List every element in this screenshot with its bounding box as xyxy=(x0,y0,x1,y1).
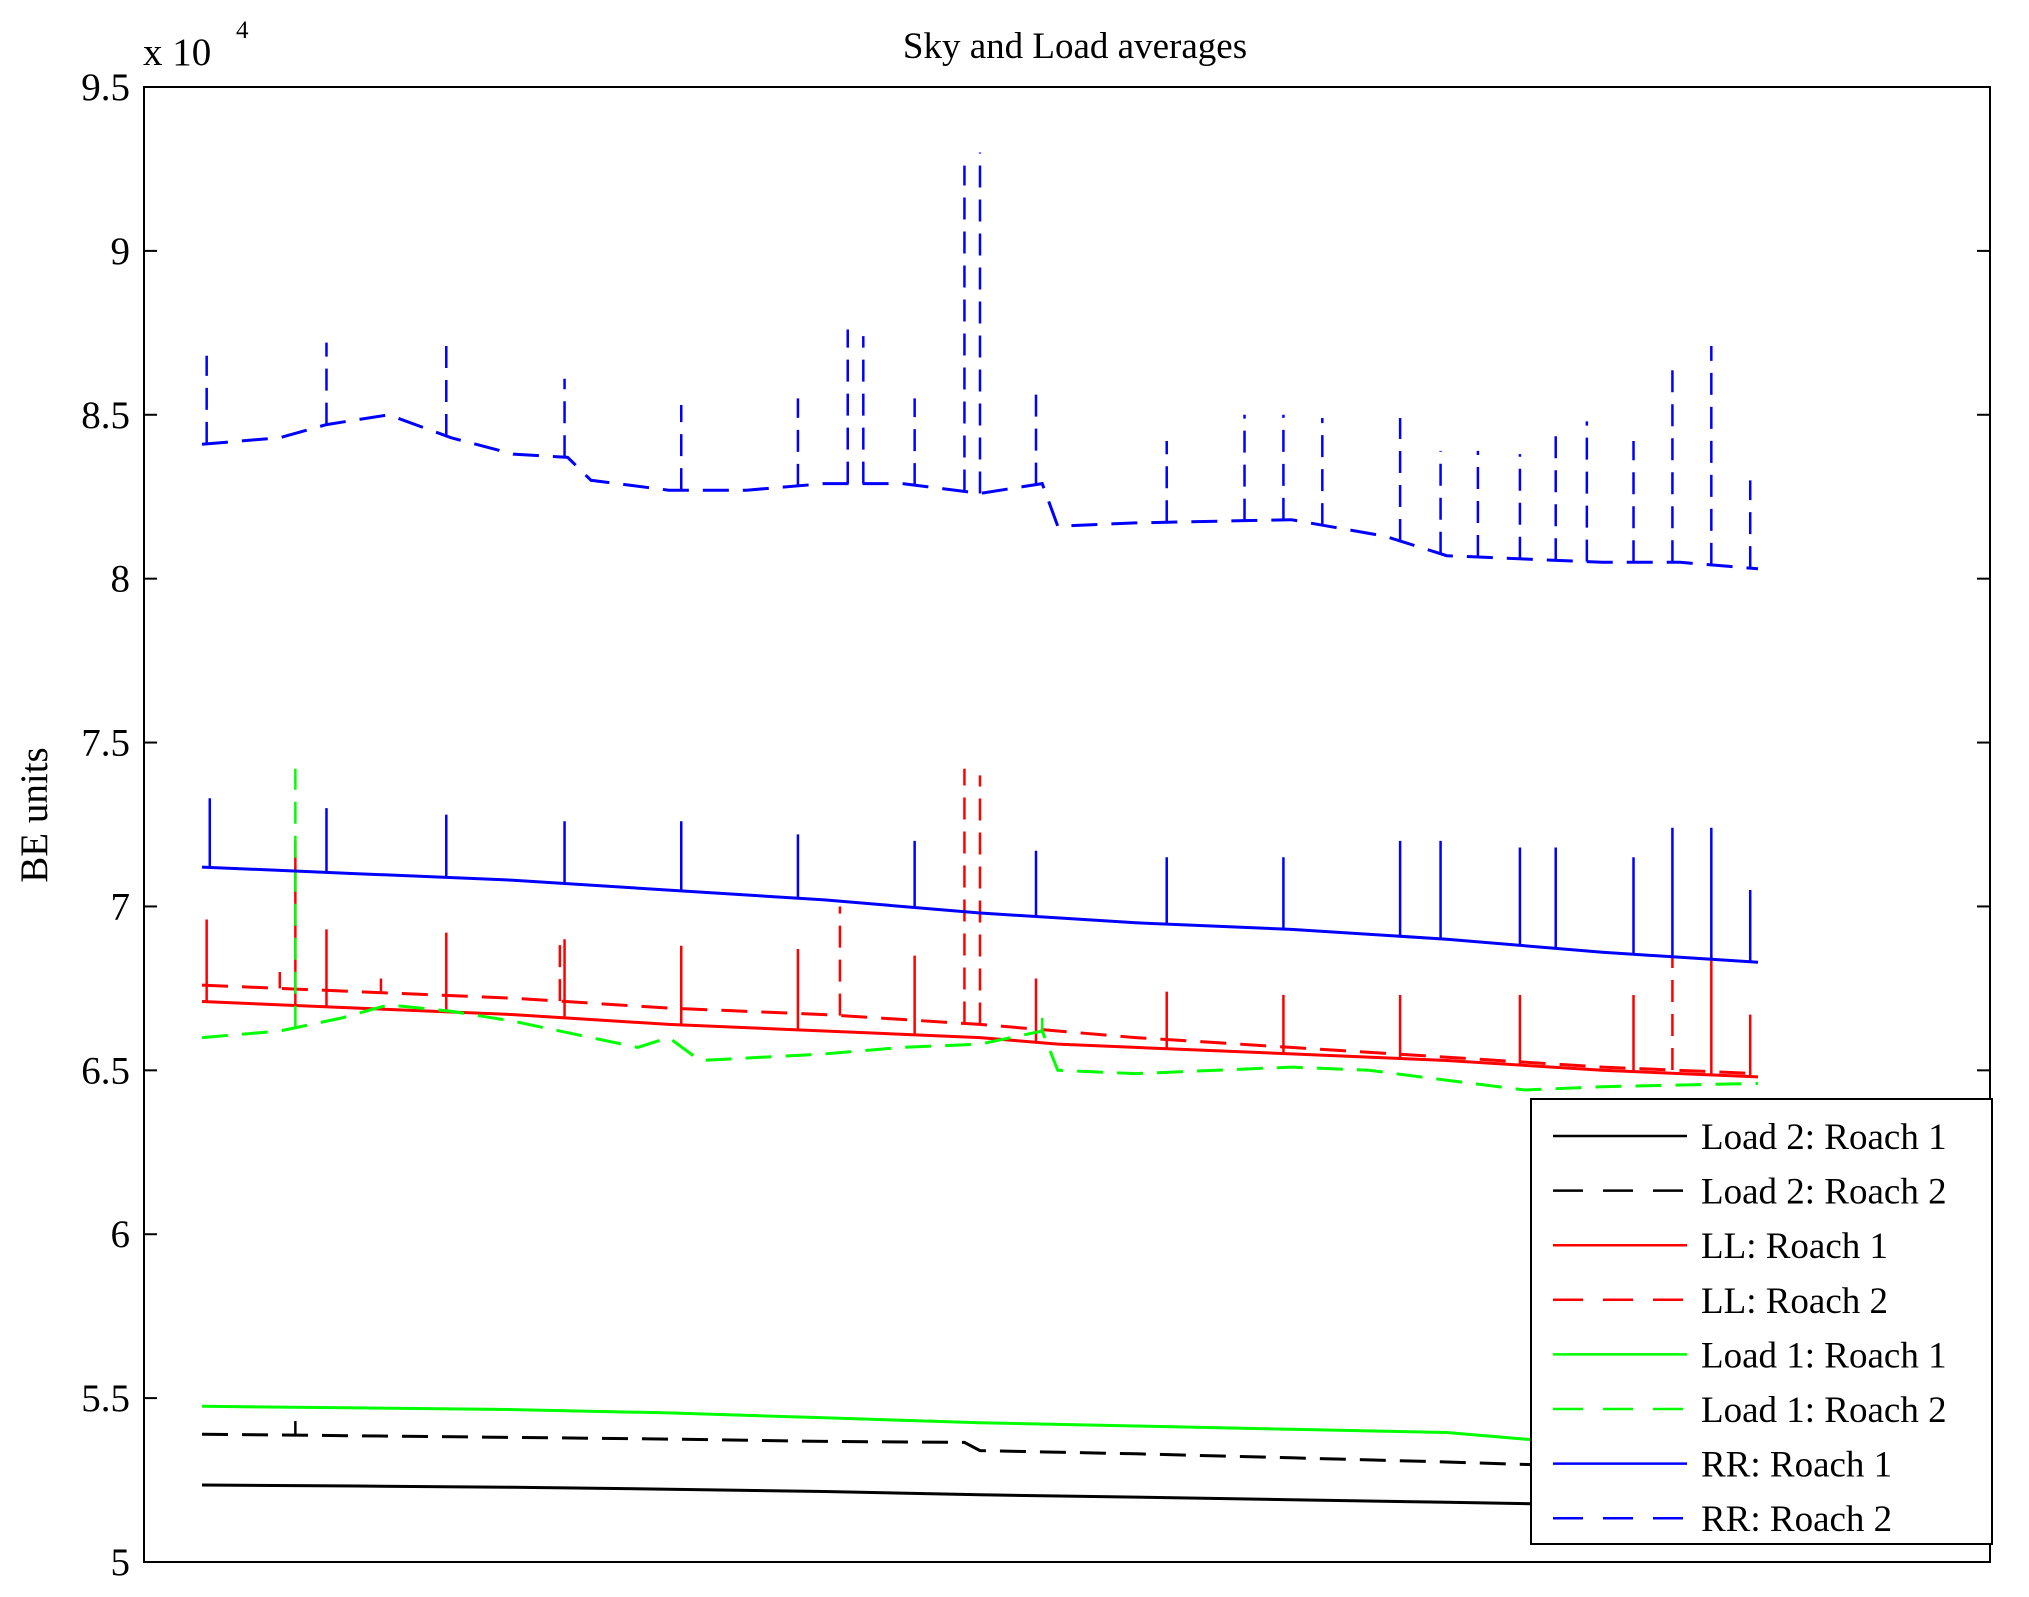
y-tick-label: 5.5 xyxy=(81,1377,130,1420)
series-line-2 xyxy=(201,1432,1759,1474)
legend-label: LL: Roach 1 xyxy=(1701,1226,1888,1267)
plot-area xyxy=(201,152,1759,1508)
series-line-1 xyxy=(201,1483,1759,1508)
series-line-6 xyxy=(201,1003,1759,1092)
y-tick-label: 9.5 xyxy=(81,66,130,109)
y-tick-label: 5 xyxy=(111,1541,131,1584)
legend: Load 2: Roach 1 Load 2: Roach 2 LL: Roach … xyxy=(1530,1098,1993,1545)
y-tick-label: 6 xyxy=(111,1213,131,1256)
y-tick-label: 8.5 xyxy=(81,394,130,437)
y-axis-label: BE units xyxy=(13,747,56,882)
legend-label: Load 2: Roach 1 xyxy=(1701,1117,1947,1158)
axes-frame xyxy=(143,86,1991,1563)
y-tick-label: 7.5 xyxy=(81,722,130,765)
chart-title: Sky and Load averages xyxy=(903,26,1247,67)
y-axis-ticks: 5 5.5 6 6.5 7 7.5 8 8.5 9 9.5 xyxy=(81,66,1990,1584)
legend-label: Load 2: Roach 2 xyxy=(1701,1172,1947,1213)
y-tick-label: 9 xyxy=(111,230,131,273)
y-multiplier-base: x 10 xyxy=(143,31,211,74)
series-line-3 xyxy=(201,1000,1759,1079)
y-multiplier: x 10 4 xyxy=(143,17,249,74)
legend-label: Load 1: Roach 1 xyxy=(1701,1335,1947,1376)
legend-label: RR: Roach 1 xyxy=(1701,1445,1892,1486)
series-line-7 xyxy=(201,865,1759,964)
series-layer xyxy=(201,152,1759,1508)
legend-label: Load 1: Roach 2 xyxy=(1701,1390,1947,1431)
legend-box xyxy=(1530,1098,1993,1545)
y-tick-label: 7 xyxy=(111,885,131,928)
y-tick-label: 8 xyxy=(111,558,131,601)
legend-label: RR: Roach 2 xyxy=(1701,1499,1892,1540)
y-tick-label: 6.5 xyxy=(81,1049,130,1092)
legend-label: LL: Roach 2 xyxy=(1701,1281,1888,1322)
y-multiplier-exponent: 4 xyxy=(236,17,249,44)
series-line-8 xyxy=(201,413,1759,571)
